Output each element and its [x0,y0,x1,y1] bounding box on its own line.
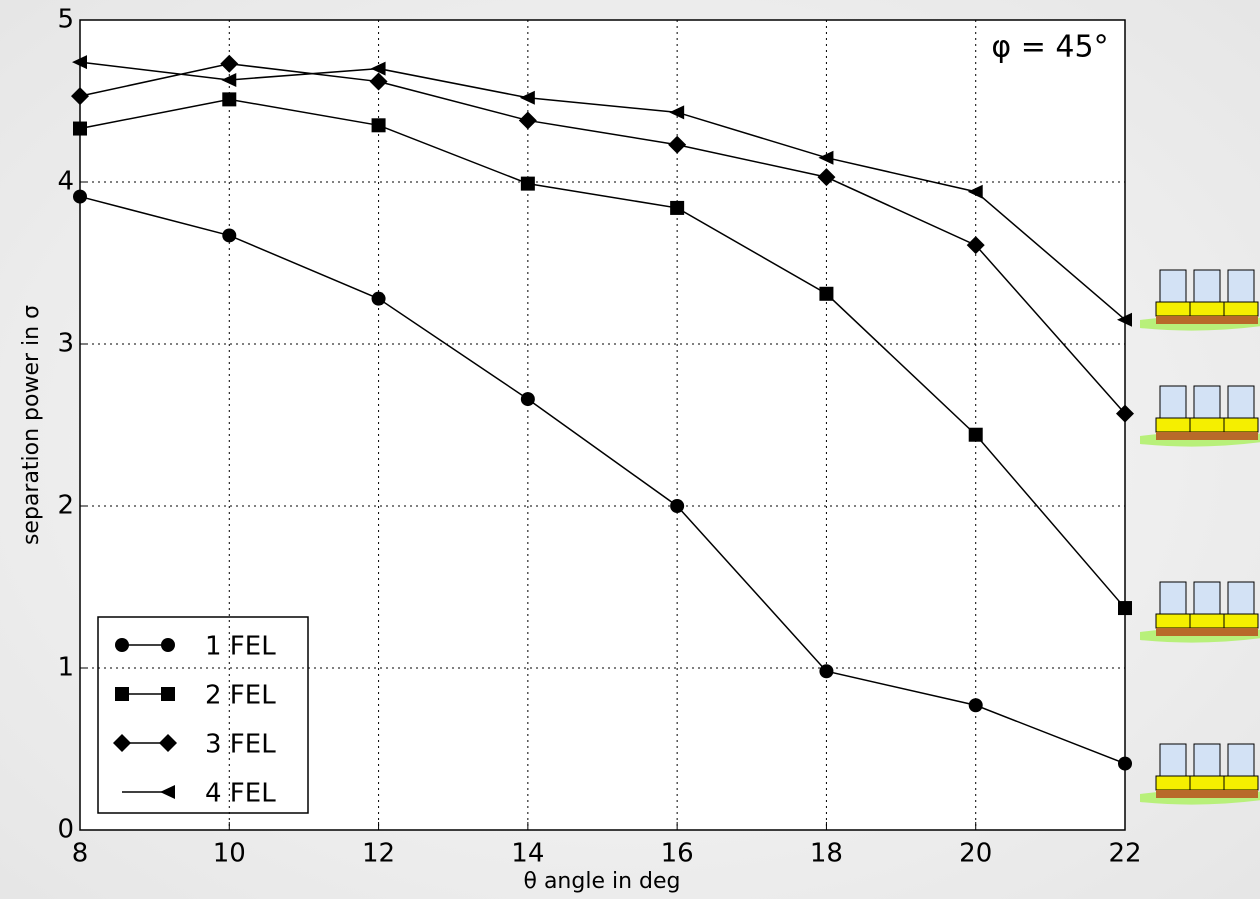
marker [968,698,983,713]
legend-label: 2 FEL [205,681,276,711]
marker [113,734,131,752]
marker [1118,601,1132,616]
x-tick-label: 8 [72,839,89,869]
marker [160,785,175,799]
marker [819,286,834,301]
marker [520,176,535,191]
series-line [79,98,1126,609]
marker [966,236,985,255]
series-line [79,195,1126,765]
marker [115,687,129,701]
x-tick-label: 20 [959,839,992,869]
x-tick-label: 18 [810,839,843,869]
marker [519,90,535,105]
marker [159,734,177,752]
marker [1117,312,1132,327]
marker [222,92,237,107]
marker [221,72,237,87]
y-axis-label: separation power in σ [19,305,44,545]
marker [817,168,836,187]
legend [97,616,309,814]
marker [518,111,537,130]
legend-label: 1 FEL [205,632,276,662]
marker [670,499,685,513]
series-line [79,61,1126,321]
legend-label: 4 FEL [205,779,276,809]
marker [967,184,983,199]
x-tick-label: 14 [511,839,544,869]
legend-label: 3 FEL [205,730,276,760]
marker [669,105,685,120]
marker [1118,756,1132,771]
y-tick-label: 5 [57,5,74,35]
marker [371,291,386,306]
marker [370,61,386,76]
marker [520,392,535,407]
marker [73,189,87,204]
x-tick-label: 12 [362,839,395,869]
x-tick-label: 16 [661,839,694,869]
y-tick-label: 2 [57,491,74,521]
marker [968,427,983,442]
marker [71,87,89,106]
marker [371,118,386,133]
marker [819,664,834,679]
x-axis-label: θ angle in deg [524,869,681,894]
annotation: φ = 45° [991,30,1108,65]
marker [220,54,239,73]
marker [668,135,687,154]
y-tick-label: 3 [57,329,74,359]
marker [73,121,87,136]
marker [818,150,834,165]
marker [222,228,237,243]
marker [670,200,685,215]
series-line [79,62,1126,415]
y-tick-label: 4 [57,167,74,197]
marker [161,638,175,652]
x-tick-label: 10 [213,839,246,869]
y-tick-label: 0 [57,815,74,845]
marker [161,687,175,701]
y-tick-label: 1 [57,653,74,683]
marker [115,638,129,652]
marker [1116,404,1134,423]
marker [369,72,388,91]
marker [72,55,87,70]
x-tick-label: 22 [1108,839,1141,869]
